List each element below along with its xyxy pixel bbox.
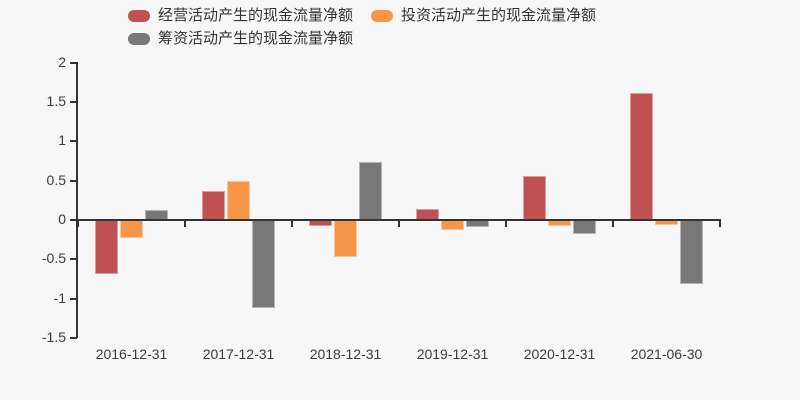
x-axis-label-2021-06-30: 2021-06-30 [630, 346, 703, 362]
x-axis-label-2017-12-31: 2017-12-31 [202, 346, 275, 362]
y-axis-tick [70, 337, 77, 339]
y-tick-label: -0.5 [41, 250, 66, 266]
bar-financing-2017-12-31 [252, 219, 275, 308]
y-tick-label: 0.5 [46, 172, 66, 188]
legend-row-1: 经营活动产生的现金流量净额 投资活动产生的现金流量净额 [128, 8, 596, 24]
bar-investing-2016-12-31 [120, 219, 143, 238]
y-tick-label: 0 [58, 211, 66, 227]
y-axis-line [76, 62, 78, 338]
legend-label-investing: 投资活动产生的现金流量净额 [401, 7, 597, 24]
bar-operating-2016-12-31 [95, 219, 118, 274]
x-axis-tick [612, 221, 614, 227]
x-axis-tick [184, 221, 186, 227]
x-axis-label-2016-12-31: 2016-12-31 [95, 346, 168, 362]
investing-swatch-icon [371, 10, 394, 22]
financing-swatch-icon [128, 33, 150, 45]
y-tick-label: 1 [58, 132, 66, 148]
legend-label-financing: 筹资活动产生的现金流量净额 [158, 30, 354, 47]
bar-financing-2018-12-31 [359, 162, 382, 221]
bar-operating-2020-12-31 [523, 176, 546, 221]
x-axis-label-2020-12-31: 2020-12-31 [523, 346, 596, 362]
x-axis-label-2019-12-31: 2019-12-31 [416, 346, 489, 362]
y-tick-label: 2 [58, 54, 66, 70]
y-axis-tick [70, 140, 77, 142]
bar-operating-2021-06-30 [630, 93, 653, 221]
legend-row-2: 筹资活动产生的现金流量净额 [128, 31, 596, 47]
y-axis-tick [70, 101, 77, 103]
x-axis-line [76, 219, 721, 221]
bar-investing-2017-12-31 [227, 181, 250, 221]
legend-item-investing[interactable]: 投资活动产生的现金流量净额 [371, 8, 596, 24]
y-tick-label: 1.5 [46, 93, 66, 109]
legend-label-operating: 经营活动产生的现金流量净额 [158, 7, 354, 24]
y-axis-tick [70, 298, 77, 300]
y-axis-tick [70, 62, 77, 64]
legend-item-operating[interactable]: 经营活动产生的现金流量净额 [128, 8, 353, 24]
bar-operating-2017-12-31 [202, 191, 225, 221]
y-axis-tick [70, 180, 77, 182]
y-axis-tick [70, 258, 77, 260]
x-axis-tick [77, 221, 79, 227]
legend: 经营活动产生的现金流量净额 投资活动产生的现金流量净额 筹资活动产生的现金流量净… [128, 8, 596, 54]
x-axis-tick [398, 221, 400, 227]
operating-swatch-icon [128, 10, 150, 22]
y-axis-tick [70, 219, 77, 221]
x-axis-tick [291, 221, 293, 227]
y-tick-label: -1.5 [41, 329, 66, 345]
y-tick-label: -1 [53, 290, 66, 306]
bar-investing-2018-12-31 [334, 219, 357, 257]
legend-item-financing[interactable]: 筹资活动产生的现金流量净额 [128, 31, 353, 47]
bar-financing-2020-12-31 [573, 219, 596, 234]
bar-financing-2021-06-30 [680, 219, 703, 284]
x-axis-label-2018-12-31: 2018-12-31 [309, 346, 382, 362]
x-axis-tick [505, 221, 507, 227]
x-axis-tick [719, 221, 721, 227]
